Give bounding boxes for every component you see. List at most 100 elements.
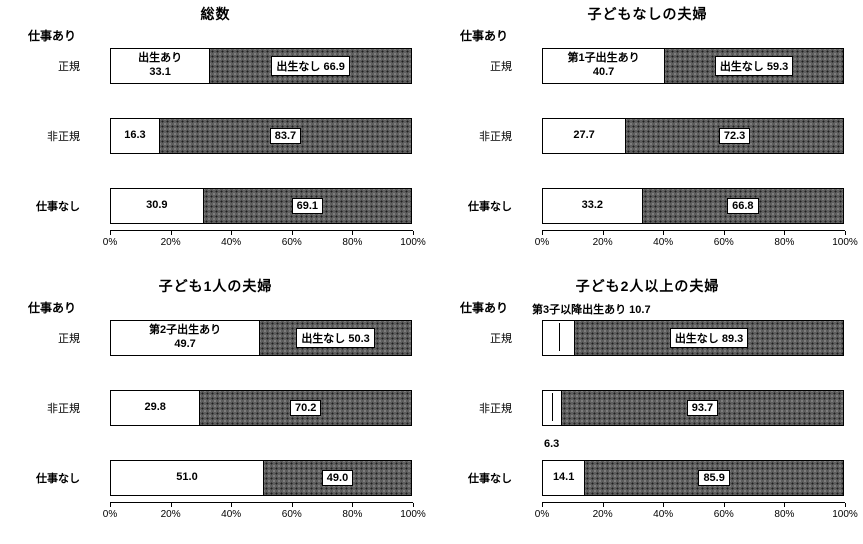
axis-tick xyxy=(291,231,293,235)
stacked-bar: 出生なし 89.3 xyxy=(542,320,844,356)
bar-row: 仕事なし 51.0 49.0 xyxy=(0,460,414,496)
axis-tick-label: 100% xyxy=(832,237,858,248)
chart-title: 子ども1人の夫婦 xyxy=(158,278,273,294)
segment-no-birth: 出生なし 59.3 xyxy=(665,49,843,83)
group-header-label: 仕事あり xyxy=(28,29,77,43)
row-label: 正規 xyxy=(490,61,512,73)
row-label: 仕事なし xyxy=(468,201,512,213)
segment-birth: 29.8 xyxy=(111,391,201,425)
axis-tick-label: 0% xyxy=(102,509,118,520)
leader-line xyxy=(551,393,553,421)
stacked-bar: 33.2 66.8 xyxy=(542,188,844,224)
axis-tick-label: 80% xyxy=(342,509,363,520)
segment-no-birth: 出生なし 66.9 xyxy=(210,49,411,83)
axis-tick-label: 20% xyxy=(160,237,181,248)
segment-label: 30.9 xyxy=(146,199,168,212)
chart-panel-total: 総数 仕事あり 正規 出生あり 33.1 出生なし 66.9 非正規 16.3 … xyxy=(0,0,431,272)
group-header-label: 仕事あり xyxy=(460,29,509,43)
bar-row: 正規 第1子出生あり 40.7 出生なし 59.3 xyxy=(432,48,846,84)
axis-tick-label: 20% xyxy=(592,237,613,248)
bar-row: 正規 出生あり 33.1 出生なし 66.9 xyxy=(0,48,414,84)
chart-panel-no-child: 子どもなしの夫婦 仕事あり 正規 第1子出生あり 40.7 出生なし 59.3 … xyxy=(432,0,863,272)
bar-row: 正規 第2子出生あり 49.7 出生なし 50.3 xyxy=(0,320,414,356)
axis-tick-label: 60% xyxy=(281,509,302,520)
row-label: 正規 xyxy=(58,333,80,345)
axis-tick xyxy=(170,231,172,235)
boxed-value-label: 出生なし 50.3 xyxy=(296,328,375,348)
stacked-bar: 第1子出生あり 40.7 出生なし 59.3 xyxy=(542,48,844,84)
axis-tick xyxy=(602,503,604,507)
callout-nonregular-value: 6.3 xyxy=(544,438,560,450)
boxed-value-label: 72.3 xyxy=(718,128,751,144)
stacked-bar: 14.1 85.9 xyxy=(542,460,844,496)
group-header-label: 仕事あり xyxy=(460,301,509,315)
axis-tick-label: 60% xyxy=(281,237,302,248)
segment-no-birth: 85.9 xyxy=(585,461,843,495)
stacked-bar: 16.3 83.7 xyxy=(110,118,412,154)
bar-row: 正規 出生なし 89.3 xyxy=(432,320,846,356)
segment-birth xyxy=(543,391,562,425)
segment-no-birth: 93.7 xyxy=(561,391,843,425)
chart-panel-one-child: 子ども1人の夫婦 仕事あり 正規 第2子出生あり 49.7 出生なし 50.3 … xyxy=(0,272,431,544)
bar-row: 非正規 29.8 70.2 xyxy=(0,390,414,426)
axis-tick-label: 100% xyxy=(400,509,426,520)
row-label: 仕事なし xyxy=(468,473,512,485)
stacked-bar: 93.7 xyxy=(542,390,844,426)
boxed-value-label: 66.8 xyxy=(727,198,759,214)
segment-birth: 33.2 xyxy=(543,189,643,223)
x-axis: 0% 20% 40% 60% 80% 100% xyxy=(535,502,858,520)
segment-birth: 27.7 xyxy=(543,119,627,153)
axis-tick xyxy=(110,231,111,235)
axis-tick-label: 0% xyxy=(534,237,550,248)
axis-tick-label: 40% xyxy=(221,237,242,248)
stacked-bar: 出生あり 33.1 出生なし 66.9 xyxy=(110,48,412,84)
axis-tick xyxy=(352,503,354,507)
callout-first-segment-label: 第3子以降出生あり 10.7 xyxy=(532,304,651,316)
segment-birth: 14.1 xyxy=(543,461,586,495)
axis-tick-label: 20% xyxy=(592,509,613,520)
chart-title: 子ども2人以上の夫婦 xyxy=(575,278,720,294)
boxed-value-label: 69.1 xyxy=(291,198,324,214)
axis-tick xyxy=(784,231,786,235)
axis-tick xyxy=(110,503,111,507)
axis-tick xyxy=(291,503,293,507)
axis-tick xyxy=(663,231,665,235)
axis-tick-label: 0% xyxy=(102,237,118,248)
axis-tick xyxy=(723,503,725,507)
row-label: 非正規 xyxy=(479,131,512,143)
axis-tick-label: 60% xyxy=(713,237,734,248)
chart-title: 子どもなしの夫婦 xyxy=(587,6,708,22)
axis-tick-label: 80% xyxy=(342,237,363,248)
segment-birth: 出生あり 33.1 xyxy=(111,49,211,83)
segment-birth: 第1子出生あり 40.7 xyxy=(543,49,666,83)
segment-no-birth: 83.7 xyxy=(159,119,411,153)
axis-tick xyxy=(845,231,846,235)
axis-tick-label: 0% xyxy=(534,509,550,520)
segment-birth: 第2子出生あり 49.7 xyxy=(111,321,261,355)
axis-tick xyxy=(663,503,665,507)
axis-tick xyxy=(542,503,543,507)
stacked-bar: 29.8 70.2 xyxy=(110,390,412,426)
axis-tick-label: 20% xyxy=(160,509,181,520)
axis-tick xyxy=(723,231,725,235)
stacked-bar: 27.7 72.3 xyxy=(542,118,844,154)
axis-tick xyxy=(413,503,414,507)
stacked-bar: 51.0 49.0 xyxy=(110,460,412,496)
row-label: 正規 xyxy=(490,333,512,345)
leader-line xyxy=(558,323,560,351)
axis-tick xyxy=(542,231,543,235)
row-label: 非正規 xyxy=(479,403,512,415)
segment-label: 出生あり 33.1 xyxy=(138,52,183,78)
segment-label: 第2子出生あり 49.7 xyxy=(148,324,222,350)
stacked-bar: 第2子出生あり 49.7 出生なし 50.3 xyxy=(110,320,412,356)
segment-no-birth: 69.1 xyxy=(203,189,411,223)
x-axis: 0% 20% 40% 60% 80% 100% xyxy=(535,230,858,248)
segment-no-birth: 70.2 xyxy=(200,391,411,425)
bar-row: 非正規 93.7 xyxy=(432,390,846,426)
segment-no-birth: 49.0 xyxy=(264,461,411,495)
row-label: 非正規 xyxy=(47,403,80,415)
segment-birth: 51.0 xyxy=(111,461,264,495)
segment-label: 33.2 xyxy=(581,199,603,212)
axis-tick-label: 80% xyxy=(774,237,795,248)
